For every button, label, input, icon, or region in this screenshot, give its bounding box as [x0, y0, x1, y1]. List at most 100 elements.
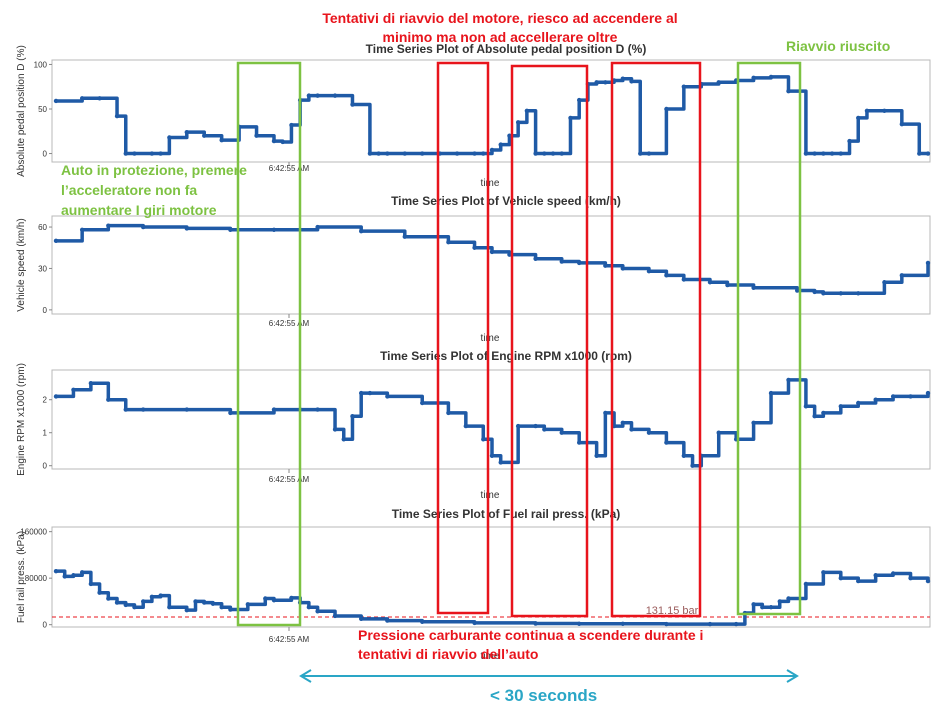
y-tick-label: 30: [38, 264, 47, 273]
highlight-overlays: [236, 61, 802, 683]
data-point: [925, 390, 931, 396]
y-axis-label: Vehicle speed (km/h): [16, 218, 27, 311]
data-point: [481, 151, 486, 156]
y-tick-label: 0: [43, 306, 48, 315]
data-point: [123, 151, 128, 156]
data-point: [681, 84, 687, 89]
data-point: [472, 620, 477, 626]
data-point: [577, 440, 582, 445]
green-box-protection: [236, 61, 302, 627]
data-point: [315, 93, 320, 98]
red-box-attempt-3: [610, 61, 702, 618]
annotation-restart-success: Riavvio riuscito: [786, 38, 891, 54]
data-point: [141, 599, 146, 604]
data-point: [899, 273, 905, 278]
data-point: [646, 269, 652, 274]
data-point: [167, 605, 172, 610]
chart-panel-2: Time Series Plot of Engine RPM x1000 (rp…: [16, 349, 931, 501]
data-point: [263, 596, 268, 601]
data-point: [376, 151, 381, 156]
data-point: [306, 93, 312, 98]
data-point: [716, 430, 721, 435]
red-box-attempt-1: [436, 61, 490, 615]
data-point: [751, 420, 756, 425]
data-point: [882, 108, 887, 113]
data-point: [812, 151, 817, 156]
data-point: [908, 575, 913, 581]
plot-frame: [51, 215, 931, 315]
threshold-label: 131.15 bar: [646, 605, 699, 617]
data-point: [507, 133, 512, 138]
data-point: [350, 102, 355, 107]
data-point: [402, 234, 407, 239]
data-point: [359, 228, 364, 234]
data-point: [402, 151, 407, 156]
data-point: [707, 621, 713, 627]
data-point: [524, 108, 530, 113]
data-point: [498, 142, 503, 147]
data-point: [515, 120, 521, 125]
data-point: [733, 621, 739, 627]
data-point: [106, 223, 111, 228]
green-box-restart: [736, 61, 802, 616]
plot-frame: [51, 59, 931, 163]
data-point: [141, 224, 146, 230]
data-point: [603, 80, 608, 85]
y-tick-label: 1: [43, 429, 48, 438]
data-point: [559, 259, 564, 264]
data-point: [716, 80, 721, 85]
y-tick-label: 60: [38, 223, 47, 232]
x-tick-label: 6:42:55 AM: [269, 319, 310, 328]
annotation-protection-mode: Auto in protezione, premere l’accelerato…: [61, 162, 247, 218]
duration-arrow: [299, 669, 799, 683]
data-point: [882, 280, 887, 285]
data-point: [71, 573, 76, 578]
data-point: [821, 151, 826, 156]
data-point: [768, 605, 774, 610]
data-point: [873, 573, 878, 578]
data-point: [646, 151, 652, 156]
data-point: [577, 621, 582, 627]
series-line: [56, 378, 930, 468]
chart-title: Time Series Plot of Engine RPM x1000 (rp…: [380, 349, 632, 363]
data-point: [385, 394, 390, 399]
data-point: [864, 108, 870, 113]
data-point: [420, 400, 425, 406]
data-point: [725, 282, 730, 288]
data-point: [420, 151, 425, 156]
data-point: [254, 133, 259, 138]
data-point: [79, 227, 85, 233]
data-point: [838, 291, 843, 296]
data-point: [856, 291, 861, 296]
data-point: [681, 453, 687, 458]
data-point: [856, 115, 861, 121]
data-point: [123, 602, 128, 608]
series-line: [56, 223, 930, 296]
data-point: [664, 621, 669, 627]
data-point: [821, 410, 826, 416]
data-point: [890, 394, 896, 399]
data-point: [271, 138, 277, 144]
data-point: [53, 568, 59, 574]
data-point: [489, 453, 495, 458]
y-tick-label: 2: [43, 396, 48, 405]
data-point: [97, 590, 102, 595]
data-point: [768, 390, 774, 396]
data-point: [228, 227, 233, 233]
series-line: [56, 569, 930, 626]
data-point: [184, 607, 189, 613]
chart-panel-3: Time Series Plot of Fuel rail press. (kP…: [16, 507, 931, 662]
y-tick-label: 0: [43, 150, 48, 159]
y-axis-label: Engine RPM x1000 (rpm): [16, 363, 27, 476]
data-point: [158, 151, 163, 156]
x-tick-label: 6:42:55 AM: [269, 164, 310, 173]
data-point: [367, 151, 373, 156]
data-point: [149, 151, 155, 156]
data-point: [917, 151, 922, 156]
data-point: [385, 618, 390, 623]
plot-frame: [51, 369, 931, 470]
x-axis-label: time: [481, 651, 500, 662]
data-point: [149, 594, 155, 599]
data-point: [646, 430, 652, 435]
